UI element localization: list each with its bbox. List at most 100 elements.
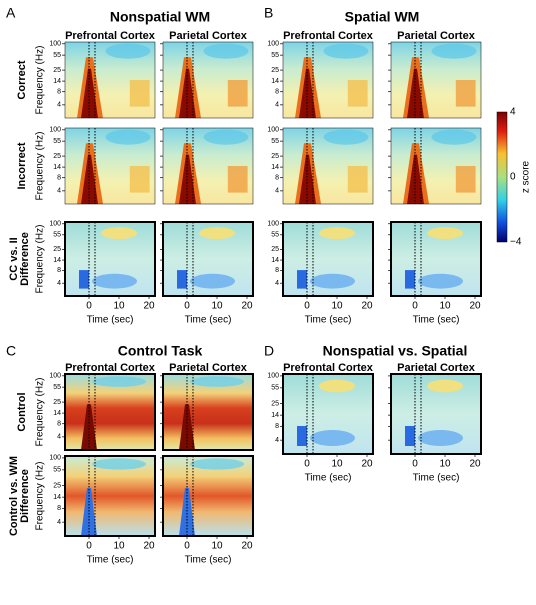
y-axis-label: Frequency (Hz): [35, 225, 46, 294]
blob: [92, 458, 146, 470]
blob: [179, 488, 195, 536]
heatmap-bg: [65, 456, 155, 536]
x-tick-label: 0: [304, 301, 310, 312]
row-label: Difference: [19, 232, 31, 286]
blob: [323, 43, 369, 59]
blob: [319, 227, 355, 240]
heatmap-frame: [64, 373, 156, 451]
y-axis-label: Frequency (Hz): [35, 462, 46, 531]
blob: [190, 376, 244, 387]
heatmap-frame: [64, 127, 156, 205]
blob: [101, 227, 137, 240]
heatmap-frame: [162, 455, 254, 537]
y-tick-label: 8: [57, 89, 61, 96]
y-tick-label: 55: [271, 138, 279, 145]
blob: [199, 227, 235, 240]
colorbar-tick-label: −4: [510, 237, 522, 248]
y-axis-label: Frequency (Hz): [35, 378, 46, 447]
panel-title: Control Task: [118, 343, 203, 359]
x-tick-label: 20: [469, 459, 481, 470]
heatmap-frame: [282, 127, 374, 205]
x-axis-label: Time (sec): [185, 555, 232, 566]
blob: [105, 129, 151, 145]
x-axis-label: Time (sec): [413, 473, 460, 484]
blob: [455, 80, 476, 107]
y-tick-label: 25: [271, 400, 279, 407]
heatmap: [391, 128, 481, 204]
heatmap-frame: [64, 221, 156, 297]
column-header: Parietal Cortex: [397, 362, 476, 374]
blob: [203, 129, 249, 145]
y-tick-label: 4: [275, 280, 279, 287]
heatmap: [283, 42, 373, 118]
y-tick-label: 14: [271, 164, 279, 171]
y-tick-label: 14: [271, 78, 279, 85]
column-header: Prefrontal Cortex: [283, 30, 374, 42]
y-tick-label: 4: [57, 102, 61, 109]
x-tick-label: 10: [211, 541, 223, 552]
blob: [129, 80, 150, 107]
y-tick-label: 4: [57, 280, 61, 287]
panel-title: Nonspatial WM: [110, 9, 210, 25]
blob: [81, 404, 97, 450]
heatmap: [65, 456, 155, 536]
y-axis-label: Frequency (Hz): [35, 46, 46, 115]
blob: [405, 426, 415, 446]
x-axis-label: Time (sec): [413, 315, 460, 326]
y-tick-label: 55: [271, 52, 279, 59]
blob: [431, 129, 477, 145]
blob: [297, 270, 307, 289]
y-tick-label: 100: [49, 455, 61, 462]
row-label: CC vs. II: [8, 237, 20, 280]
y-tick-label: 25: [53, 399, 61, 406]
heatmap-frame: [390, 373, 482, 455]
panel-label: A: [6, 5, 16, 21]
y-tick-label: 14: [53, 78, 61, 85]
y-tick-label: 14: [53, 494, 61, 501]
y-tick-label: 100: [267, 127, 279, 134]
heatmap-frame: [64, 41, 156, 119]
panel-title: Spatial WM: [345, 9, 420, 25]
y-tick-label: 55: [53, 232, 61, 239]
heatmap: [283, 374, 373, 454]
x-tick-label: 20: [143, 541, 155, 552]
y-tick-label: 55: [53, 138, 61, 145]
x-tick-label: 0: [412, 459, 418, 470]
blob: [190, 458, 244, 470]
heatmap: [163, 128, 253, 204]
heatmap: [65, 222, 155, 296]
panel-label: D: [264, 343, 274, 359]
blob: [310, 430, 355, 446]
heatmap: [283, 128, 373, 204]
column-header: Parietal Cortex: [169, 362, 248, 374]
y-tick-label: 100: [49, 41, 61, 48]
heatmap-frame: [282, 373, 374, 455]
heatmap-bg: [163, 374, 253, 450]
blob: [179, 404, 195, 450]
y-tick-label: 8: [57, 267, 61, 274]
y-tick-label: 14: [271, 257, 279, 264]
blob: [418, 430, 463, 446]
blob: [177, 270, 187, 289]
colorbar-label: z score: [521, 160, 532, 193]
y-tick-label: 25: [271, 153, 279, 160]
y-tick-label: 8: [275, 267, 279, 274]
heatmap-frame: [282, 41, 374, 119]
x-axis-label: Time (sec): [87, 315, 134, 326]
y-tick-label: 55: [53, 467, 61, 474]
heatmap: [391, 42, 481, 118]
y-tick-label: 8: [57, 175, 61, 182]
y-tick-label: 25: [271, 67, 279, 74]
colorbar-tick-label: 4: [510, 107, 516, 118]
y-tick-label: 8: [57, 421, 61, 428]
y-tick-label: 100: [49, 221, 61, 228]
colorbar-tick-label: 0: [510, 172, 516, 183]
heatmap: [283, 222, 373, 296]
blob: [297, 426, 307, 446]
y-tick-label: 25: [53, 482, 61, 489]
heatmap: [391, 222, 481, 296]
heatmap: [163, 374, 253, 450]
blob: [347, 80, 368, 107]
panel-title: Nonspatial vs. Spatial: [323, 343, 468, 359]
blob: [105, 43, 151, 59]
